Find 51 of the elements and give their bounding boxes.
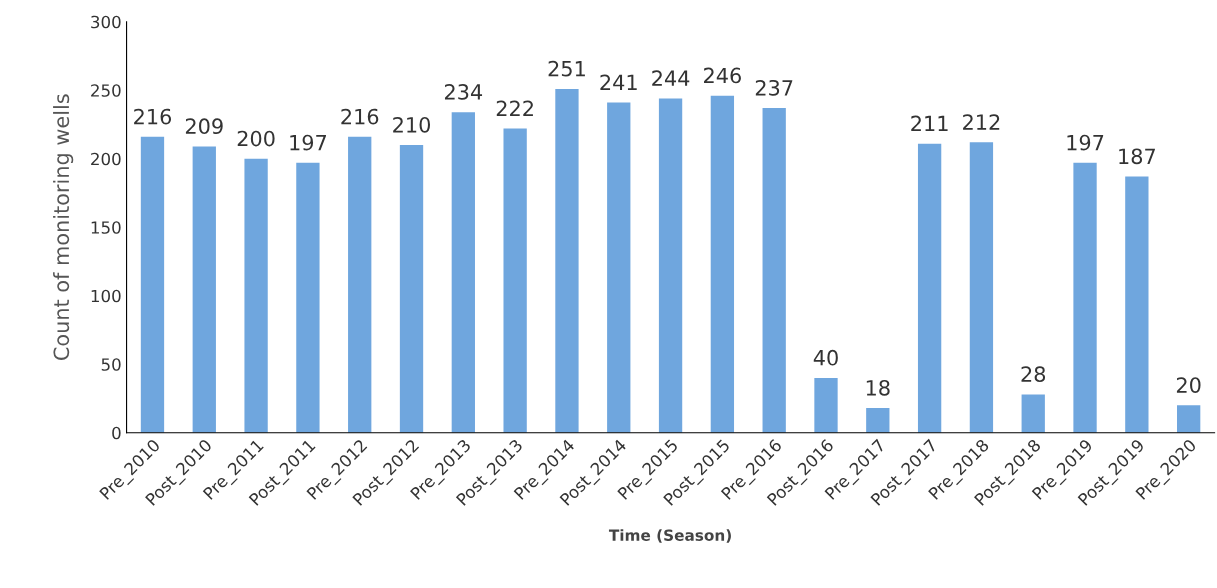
y-tick-label: 150 (91, 221, 121, 234)
bar (1177, 405, 1201, 433)
data-label: 209 (185, 118, 223, 135)
y-tick-label: 0 (112, 426, 121, 440)
data-label: 211 (911, 115, 948, 132)
data-label: 210 (393, 116, 431, 133)
data-label: 18 (866, 379, 890, 396)
data-label: 241 (600, 74, 637, 90)
bar (555, 88, 579, 433)
data-label: 237 (755, 79, 793, 96)
x-axis-title: Time (Season) (608, 529, 731, 543)
bar (607, 102, 631, 433)
bar (969, 142, 994, 433)
data-label: 216 (341, 108, 379, 125)
bar (917, 143, 942, 433)
bar (399, 145, 424, 433)
data-label: 187 (1119, 148, 1155, 165)
bar (192, 146, 216, 433)
y-tick-label: 250 (91, 84, 121, 97)
bar (762, 108, 786, 433)
data-label: 212 (963, 114, 1000, 130)
bar (814, 377, 838, 433)
bar (1073, 162, 1097, 433)
bar (348, 136, 372, 433)
data-label: 197 (290, 134, 326, 151)
y-tick-label: 300 (91, 15, 121, 29)
bar (503, 128, 527, 433)
bar (296, 162, 320, 433)
data-label: 28 (1021, 366, 1046, 383)
y-tick-label: 200 (91, 152, 121, 166)
bar (658, 98, 683, 433)
data-label: 200 (237, 130, 275, 147)
bar (451, 112, 475, 433)
data-label: 251 (548, 60, 585, 77)
y-tick-label: 100 (91, 289, 121, 303)
bar (1021, 394, 1045, 433)
data-label: 20 (1176, 377, 1201, 393)
y-tick-label: 50 (101, 358, 121, 371)
bar (866, 408, 890, 433)
y-axis-title: Count of monitoring wells (53, 94, 74, 361)
data-label: 234 (444, 84, 483, 100)
data-label: 222 (496, 100, 533, 116)
data-label: 244 (652, 70, 690, 86)
bar (710, 95, 735, 433)
data-label: 216 (134, 108, 172, 125)
data-label: 40 (813, 349, 838, 366)
bar (140, 136, 165, 433)
bar (244, 158, 268, 433)
data-label: 246 (704, 67, 741, 84)
data-label: 197 (1067, 134, 1104, 151)
bar (1125, 176, 1149, 433)
